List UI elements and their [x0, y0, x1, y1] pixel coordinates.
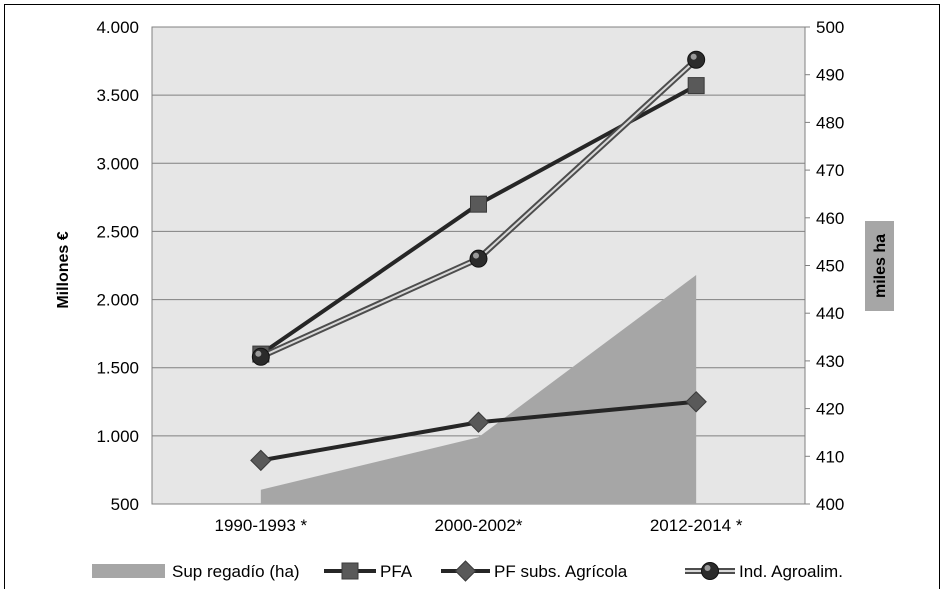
right-tick-label: 480: [816, 113, 844, 132]
left-tick-label: 4.000: [96, 18, 139, 37]
right-axis-ticks: 400 410 420 430 440 450 460 470 480 490 500: [805, 18, 844, 514]
x-axis-ticks: 1990-1993 * 2000-2002* 2012-2014 *: [215, 516, 743, 535]
right-axis-title-box: [865, 221, 894, 311]
legend-item: Ind. Agroalim.: [685, 562, 843, 581]
marker-square: [341, 562, 359, 580]
legend-label: PF subs. Agrícola: [494, 562, 628, 581]
legend-item: PF subs. Agrícola: [441, 560, 628, 582]
marker-diamond: [454, 560, 477, 582]
area-sup-regadio: [260, 275, 697, 504]
left-tick-label: 2.500: [96, 222, 139, 241]
right-tick-label: 410: [816, 447, 844, 466]
legend-item: PFA: [324, 562, 413, 581]
left-tick-label: 1.500: [96, 359, 139, 378]
right-tick-label: 440: [816, 304, 844, 323]
marker-circle-highlight: [255, 350, 262, 357]
legend-item: Sup regadío (ha): [92, 562, 300, 581]
right-tick-label: 500: [816, 18, 844, 37]
chart-frame: 500 1.000 1.500 2.000 2.500 3.000 3.500 4.000 4…: [4, 4, 940, 589]
left-tick-label: 3.000: [96, 154, 139, 173]
marker-diamond: [467, 411, 490, 433]
chart: 500 1.000 1.500 2.000 2.500 3.000 3.500 4.000 4…: [4, 4, 940, 589]
legend: Sup regadío (ha) PFA PF subs. Agrícola Ind.…: [92, 560, 843, 582]
marker-diamond: [250, 449, 272, 472]
right-tick-label: 430: [816, 352, 844, 371]
right-axis-title: miles ha: [872, 234, 889, 298]
x-tick-label: 1990-1993 *: [215, 516, 308, 535]
right-tick-label: 450: [816, 257, 844, 276]
right-tick-label: 460: [816, 209, 844, 228]
right-tick-label: 400: [816, 495, 844, 514]
right-tick-label: 490: [816, 66, 844, 85]
marker-circle-highlight: [704, 565, 711, 571]
line-series: [250, 50, 707, 472]
left-tick-label: 500: [111, 495, 139, 514]
marker-circle: [701, 562, 719, 580]
marker-diamond: [685, 391, 707, 413]
left-axis-ticks: 500 1.000 1.500 2.000 2.500 3.000 3.500 4.000: [96, 18, 139, 514]
marker-circle: [469, 249, 488, 268]
area-series: [260, 275, 697, 504]
marker-circle-highlight: [690, 53, 697, 60]
legend-label: Sup regadío (ha): [172, 562, 300, 581]
legend-label: Ind. Agroalim.: [739, 562, 843, 581]
legend-swatch-area: [92, 564, 165, 578]
right-tick-label: 470: [816, 161, 844, 180]
marker-square: [687, 77, 705, 95]
left-axis-title: Millones €: [55, 231, 72, 308]
x-tick-label: 2000-2002*: [435, 516, 523, 535]
marker-circle: [251, 347, 270, 366]
marker-square: [470, 195, 487, 213]
left-tick-label: 3.500: [96, 86, 139, 105]
right-tick-label: 420: [816, 400, 844, 419]
legend-label: PFA: [380, 562, 413, 581]
left-tick-label: 2.000: [96, 291, 139, 310]
x-tick-label: 2012-2014 *: [650, 516, 743, 535]
left-tick-label: 1.000: [96, 427, 139, 446]
marker-circle: [687, 50, 706, 69]
marker-circle-highlight: [473, 252, 479, 259]
